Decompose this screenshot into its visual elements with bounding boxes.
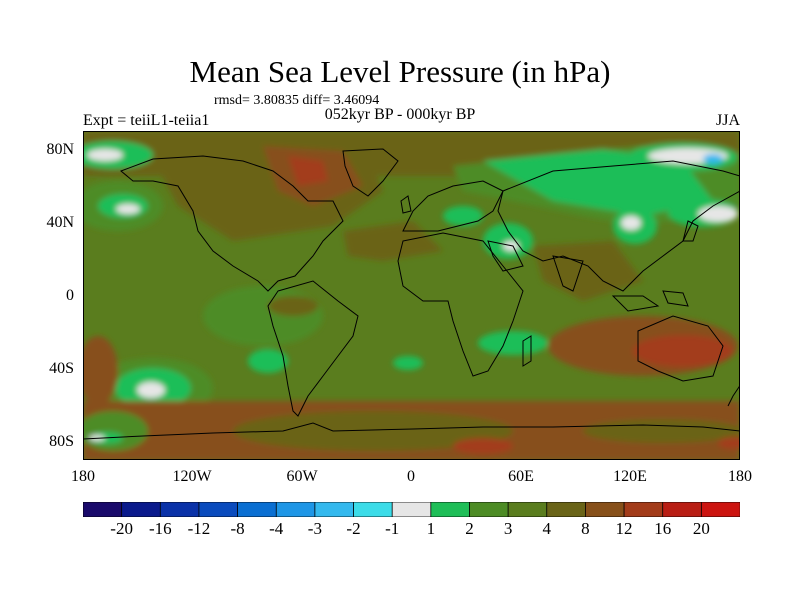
colorbar-swatch bbox=[469, 502, 509, 517]
colorbar-level-label: -20 bbox=[110, 519, 133, 538]
y-tick-label: 40S bbox=[49, 360, 74, 377]
coastlines bbox=[83, 148, 740, 440]
period-label: 052kyr BP - 000kyr BP bbox=[324, 106, 476, 123]
colorbar-swatch bbox=[83, 502, 123, 517]
season-label: JJA bbox=[716, 112, 741, 129]
colorbar-swatch bbox=[623, 502, 664, 517]
colorbar-level-label: 16 bbox=[654, 519, 672, 538]
y-tick-label: 80N bbox=[46, 141, 74, 158]
plot-frame bbox=[83, 131, 740, 460]
colorbar-level-label: -12 bbox=[187, 519, 211, 538]
x-tick-label: 180 bbox=[728, 468, 752, 485]
colorbar-swatch bbox=[507, 502, 548, 517]
colorbar-swatch bbox=[546, 502, 587, 517]
colorbar-swatch bbox=[662, 502, 702, 517]
y-tick-label: 0 bbox=[66, 287, 74, 304]
x-tick-label: 60W bbox=[286, 468, 318, 485]
colorbar-swatch bbox=[159, 502, 200, 517]
field-blobs bbox=[83, 131, 740, 460]
colorbar-level-label: 20 bbox=[692, 519, 710, 538]
x-tick-label: 120E bbox=[613, 468, 647, 485]
colorbar-level-label: -3 bbox=[307, 519, 322, 538]
colorbar-level-label: 12 bbox=[615, 519, 633, 538]
colorbar-swatch bbox=[700, 502, 740, 517]
colorbar-level-label: -2 bbox=[346, 519, 361, 538]
x-tick-label: 60E bbox=[508, 468, 534, 485]
y-tick-label: 80S bbox=[49, 433, 74, 450]
colorbar-level-label: -16 bbox=[148, 519, 172, 538]
colorbar-swatch bbox=[198, 502, 239, 517]
colorbar-swatch bbox=[353, 502, 393, 517]
colorbar-swatch bbox=[391, 502, 432, 517]
colorbar bbox=[83, 502, 740, 517]
colorbar-level-label: 1 bbox=[426, 519, 436, 538]
colorbar-swatch bbox=[237, 502, 277, 517]
experiment-label: Expt = teiiL1-teiia1 bbox=[83, 112, 210, 129]
colorbar-level-label: 2 bbox=[465, 519, 474, 538]
colorbar-level-label: -8 bbox=[230, 519, 245, 538]
colorbar-swatch bbox=[585, 502, 625, 517]
colorbar-level-label: -1 bbox=[385, 519, 400, 538]
colorbar-level-label: -4 bbox=[269, 519, 284, 538]
x-tick-label: 120W bbox=[172, 468, 212, 485]
colorbar-level-label: 3 bbox=[503, 519, 513, 538]
colorbar-swatch bbox=[275, 502, 316, 517]
colorbar-level-label: 4 bbox=[542, 519, 552, 538]
colorbar-swatch bbox=[314, 502, 355, 517]
x-tick-label: 0 bbox=[407, 468, 415, 485]
y-tick-label: 40N bbox=[46, 214, 74, 231]
colorbar-swatch bbox=[430, 502, 471, 517]
map-plot bbox=[83, 131, 740, 460]
chart-title: Mean Sea Level Pressure (in hPa) bbox=[189, 54, 611, 89]
colorbar-level-label: 8 bbox=[581, 519, 590, 538]
colorbar-swatch bbox=[121, 502, 161, 517]
stats-text: rmsd= 3.80835 diff= 3.46094 bbox=[214, 93, 380, 108]
x-tick-label: 180 bbox=[71, 468, 95, 485]
